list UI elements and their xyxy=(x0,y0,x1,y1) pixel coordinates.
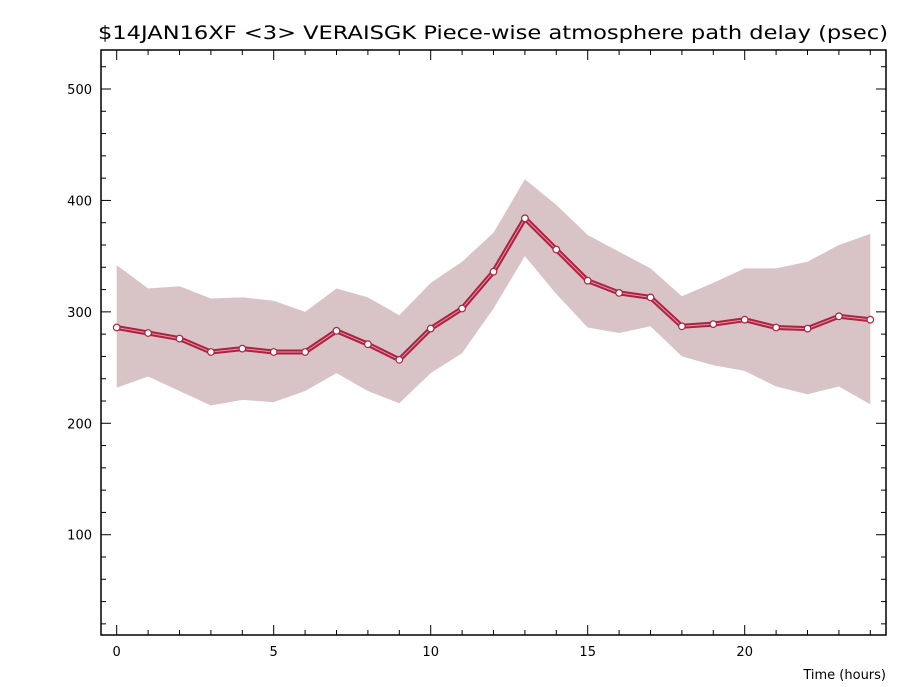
y-tick-label: 200 xyxy=(67,417,92,432)
data-point xyxy=(709,320,718,329)
x-tick-label: 0 xyxy=(113,645,121,660)
uncertainty-band xyxy=(116,179,871,406)
data-point xyxy=(615,289,623,297)
data-point xyxy=(678,322,686,331)
data-point xyxy=(301,348,310,356)
data-point xyxy=(458,304,467,313)
data-point xyxy=(364,340,372,349)
data-point xyxy=(332,326,341,335)
y-tick-label: 300 xyxy=(67,306,92,321)
data-point xyxy=(112,323,121,332)
data-point xyxy=(489,267,498,276)
data-point xyxy=(772,323,780,332)
axis-ticks xyxy=(101,50,886,635)
data-point xyxy=(269,348,278,356)
data-point xyxy=(521,214,529,223)
data-point xyxy=(803,324,812,333)
y-tick-labels: 100 200 300 400 500 xyxy=(67,83,92,544)
y-tick-label: 400 xyxy=(67,194,92,209)
band-area xyxy=(116,179,871,406)
y-tick-label: 100 xyxy=(67,529,92,544)
data-point xyxy=(175,334,184,343)
data-point xyxy=(552,245,561,254)
y-tick-label: 500 xyxy=(67,83,92,98)
data-point xyxy=(144,329,153,337)
data-point xyxy=(740,315,749,324)
x-tick-labels: 0 5 10 15 20 xyxy=(113,645,753,660)
data-point xyxy=(646,293,655,302)
data-markers xyxy=(112,214,875,364)
data-point xyxy=(238,344,247,353)
data-point xyxy=(866,315,875,324)
data-point xyxy=(835,312,843,321)
data-point xyxy=(426,324,435,333)
x-tick-label: 10 xyxy=(422,645,439,660)
data-point xyxy=(395,355,404,364)
data-point xyxy=(583,276,592,285)
x-tick-label: 15 xyxy=(579,645,596,660)
x-tick-label: 20 xyxy=(736,645,753,660)
x-tick-label: 5 xyxy=(270,645,278,660)
chart-title: $14JAN16XF <3> VERAISGK Piece-wise atmos… xyxy=(98,22,888,44)
x-axis-title: Time (hours) xyxy=(802,668,886,683)
data-point xyxy=(206,348,215,356)
